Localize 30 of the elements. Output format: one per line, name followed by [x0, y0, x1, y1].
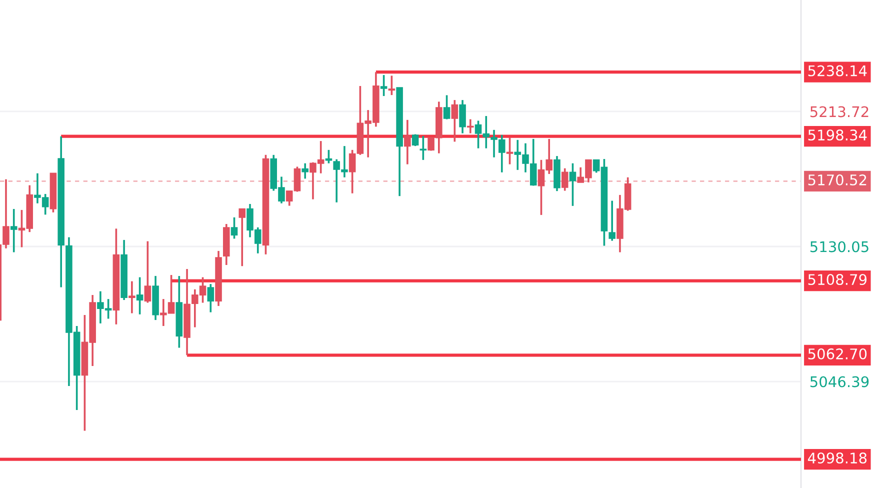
candlestick — [420, 135, 427, 161]
candlestick — [459, 99, 466, 134]
candlestick — [380, 74, 388, 97]
candlestick — [388, 74, 396, 96]
data-label: 4998.18 — [808, 452, 867, 464]
candlestick — [144, 240, 152, 304]
candlestick — [569, 162, 576, 207]
candlestick — [451, 99, 458, 143]
candlestick — [136, 276, 144, 316]
candlestick — [467, 118, 474, 134]
candlestick — [230, 216, 238, 240]
data-label: 5062.70 — [808, 348, 867, 360]
candlestick — [443, 94, 450, 120]
candlestick — [608, 200, 616, 242]
candlestick — [325, 149, 332, 164]
data-label: 5238.14 — [808, 65, 867, 76]
candlestick — [238, 208, 246, 268]
y-tick-label: 5213.72 — [810, 106, 868, 118]
candlestick — [302, 162, 308, 180]
candlestick — [128, 280, 136, 314]
y-tick-label: 5046.39 — [810, 376, 869, 388]
candlestick — [506, 136, 514, 166]
y-tick-label: 5130.05 — [810, 241, 868, 252]
candlestick — [10, 208, 18, 254]
data-label: 5198.34 — [808, 130, 867, 141]
data-label: 5108.79 — [808, 274, 867, 286]
candlestick — [207, 283, 214, 314]
candlestick — [561, 167, 568, 192]
ref-line-label: 5170.52 — [808, 174, 866, 186]
candlestick — [404, 118, 411, 166]
